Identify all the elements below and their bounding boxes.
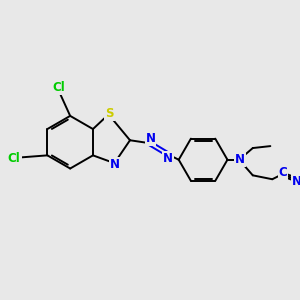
- Text: N: N: [235, 153, 245, 166]
- Text: N: N: [110, 158, 120, 171]
- Text: N: N: [146, 132, 155, 145]
- Text: Cl: Cl: [52, 81, 65, 94]
- Text: C: C: [279, 166, 287, 179]
- Text: S: S: [105, 107, 114, 120]
- Text: Cl: Cl: [8, 152, 21, 165]
- Text: N: N: [163, 152, 173, 165]
- Text: N: N: [292, 175, 300, 188]
